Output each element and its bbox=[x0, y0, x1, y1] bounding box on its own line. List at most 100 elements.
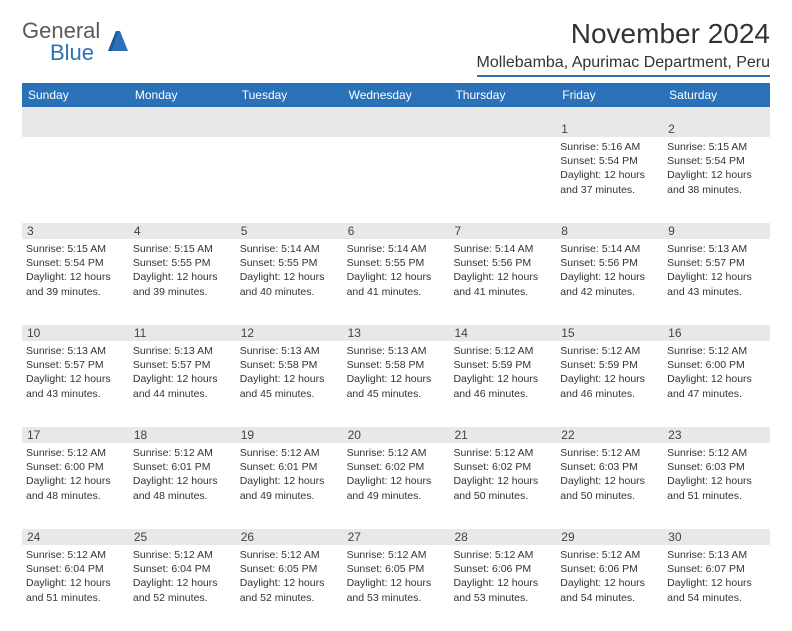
day-cell: Sunrise: 5:15 AMSunset: 5:54 PMDaylight:… bbox=[22, 239, 129, 325]
day-info: Sunrise: 5:13 AMSunset: 5:57 PMDaylight:… bbox=[26, 343, 125, 401]
logo-lighthouse-icon bbox=[106, 27, 134, 58]
day-info: Sunrise: 5:15 AMSunset: 5:54 PMDaylight:… bbox=[667, 139, 766, 197]
day-number: 21 bbox=[449, 427, 556, 443]
daylight-text: Daylight: 12 hours and 53 minutes. bbox=[453, 576, 552, 604]
sunrise-text: Sunrise: 5:13 AM bbox=[667, 548, 766, 562]
day-info: Sunrise: 5:14 AMSunset: 5:55 PMDaylight:… bbox=[240, 241, 339, 299]
day-number bbox=[129, 121, 236, 137]
day-info: Sunrise: 5:13 AMSunset: 5:58 PMDaylight:… bbox=[240, 343, 339, 401]
day-cell: Sunrise: 5:12 AMSunset: 6:00 PMDaylight:… bbox=[663, 341, 770, 427]
day-info: Sunrise: 5:12 AMSunset: 6:06 PMDaylight:… bbox=[453, 547, 552, 605]
day-cell: Sunrise: 5:13 AMSunset: 5:58 PMDaylight:… bbox=[343, 341, 450, 427]
day-number: 28 bbox=[449, 529, 556, 545]
day-info: Sunrise: 5:14 AMSunset: 5:56 PMDaylight:… bbox=[453, 241, 552, 299]
sunrise-text: Sunrise: 5:12 AM bbox=[667, 344, 766, 358]
day-cell: Sunrise: 5:14 AMSunset: 5:55 PMDaylight:… bbox=[343, 239, 450, 325]
sunset-text: Sunset: 5:57 PM bbox=[26, 358, 125, 372]
daylight-text: Daylight: 12 hours and 50 minutes. bbox=[560, 474, 659, 502]
day-number: 5 bbox=[236, 223, 343, 239]
sunset-text: Sunset: 6:00 PM bbox=[26, 460, 125, 474]
day-number: 19 bbox=[236, 427, 343, 443]
daylight-text: Daylight: 12 hours and 52 minutes. bbox=[133, 576, 232, 604]
day-info: Sunrise: 5:12 AMSunset: 6:02 PMDaylight:… bbox=[347, 445, 446, 503]
daylight-text: Daylight: 12 hours and 45 minutes. bbox=[347, 372, 446, 400]
sunset-text: Sunset: 6:03 PM bbox=[560, 460, 659, 474]
day-number: 24 bbox=[22, 529, 129, 545]
day-cell bbox=[236, 137, 343, 223]
title-block: November 2024 Mollebamba, Apurimac Depar… bbox=[477, 18, 770, 77]
daylight-text: Daylight: 12 hours and 52 minutes. bbox=[240, 576, 339, 604]
day-info: Sunrise: 5:12 AMSunset: 6:00 PMDaylight:… bbox=[26, 445, 125, 503]
sunset-text: Sunset: 5:54 PM bbox=[26, 256, 125, 270]
sunset-text: Sunset: 6:01 PM bbox=[240, 460, 339, 474]
week-row: Sunrise: 5:15 AMSunset: 5:54 PMDaylight:… bbox=[22, 239, 770, 325]
sunrise-text: Sunrise: 5:12 AM bbox=[453, 446, 552, 460]
day-cell bbox=[129, 137, 236, 223]
sunrise-text: Sunrise: 5:12 AM bbox=[453, 344, 552, 358]
day-cell: Sunrise: 5:14 AMSunset: 5:56 PMDaylight:… bbox=[449, 239, 556, 325]
day-number: 6 bbox=[343, 223, 450, 239]
weekday-header: Tuesday bbox=[236, 83, 343, 107]
daylight-text: Daylight: 12 hours and 54 minutes. bbox=[667, 576, 766, 604]
daylight-text: Daylight: 12 hours and 49 minutes. bbox=[240, 474, 339, 502]
sunrise-text: Sunrise: 5:12 AM bbox=[240, 446, 339, 460]
sunrise-text: Sunrise: 5:14 AM bbox=[347, 242, 446, 256]
sunrise-text: Sunrise: 5:15 AM bbox=[26, 242, 125, 256]
daylight-text: Daylight: 12 hours and 39 minutes. bbox=[26, 270, 125, 298]
day-number: 4 bbox=[129, 223, 236, 239]
sunrise-text: Sunrise: 5:13 AM bbox=[133, 344, 232, 358]
day-info: Sunrise: 5:12 AMSunset: 5:59 PMDaylight:… bbox=[560, 343, 659, 401]
sunset-text: Sunset: 6:07 PM bbox=[667, 562, 766, 576]
day-cell: Sunrise: 5:13 AMSunset: 5:57 PMDaylight:… bbox=[663, 239, 770, 325]
day-cell: Sunrise: 5:13 AMSunset: 5:57 PMDaylight:… bbox=[22, 341, 129, 427]
day-number-row: 24252627282930 bbox=[22, 529, 770, 545]
day-number: 26 bbox=[236, 529, 343, 545]
sunset-text: Sunset: 5:56 PM bbox=[560, 256, 659, 270]
daylight-text: Daylight: 12 hours and 51 minutes. bbox=[667, 474, 766, 502]
sunset-text: Sunset: 5:59 PM bbox=[453, 358, 552, 372]
day-cell bbox=[449, 137, 556, 223]
day-number: 18 bbox=[129, 427, 236, 443]
day-info: Sunrise: 5:15 AMSunset: 5:54 PMDaylight:… bbox=[26, 241, 125, 299]
weekday-header: Thursday bbox=[449, 83, 556, 107]
day-info: Sunrise: 5:12 AMSunset: 6:04 PMDaylight:… bbox=[133, 547, 232, 605]
weekday-header-row: Sunday Monday Tuesday Wednesday Thursday… bbox=[22, 83, 770, 107]
sunrise-text: Sunrise: 5:12 AM bbox=[560, 548, 659, 562]
weekday-header: Saturday bbox=[663, 83, 770, 107]
sunset-text: Sunset: 5:57 PM bbox=[667, 256, 766, 270]
day-cell: Sunrise: 5:12 AMSunset: 6:02 PMDaylight:… bbox=[449, 443, 556, 529]
daylight-text: Daylight: 12 hours and 50 minutes. bbox=[453, 474, 552, 502]
day-cell: Sunrise: 5:15 AMSunset: 5:55 PMDaylight:… bbox=[129, 239, 236, 325]
day-cell: Sunrise: 5:12 AMSunset: 6:02 PMDaylight:… bbox=[343, 443, 450, 529]
daylight-text: Daylight: 12 hours and 51 minutes. bbox=[26, 576, 125, 604]
day-number bbox=[343, 121, 450, 137]
sunrise-text: Sunrise: 5:14 AM bbox=[240, 242, 339, 256]
sunset-text: Sunset: 6:00 PM bbox=[667, 358, 766, 372]
sunset-text: Sunset: 6:05 PM bbox=[240, 562, 339, 576]
day-cell: Sunrise: 5:12 AMSunset: 6:01 PMDaylight:… bbox=[129, 443, 236, 529]
day-number: 17 bbox=[22, 427, 129, 443]
day-cell: Sunrise: 5:12 AMSunset: 6:06 PMDaylight:… bbox=[556, 545, 663, 631]
sunset-text: Sunset: 6:06 PM bbox=[560, 562, 659, 576]
daylight-text: Daylight: 12 hours and 54 minutes. bbox=[560, 576, 659, 604]
day-cell bbox=[343, 137, 450, 223]
daylight-text: Daylight: 12 hours and 42 minutes. bbox=[560, 270, 659, 298]
weekday-header: Wednesday bbox=[343, 83, 450, 107]
sunrise-text: Sunrise: 5:15 AM bbox=[133, 242, 232, 256]
sunrise-text: Sunrise: 5:12 AM bbox=[240, 548, 339, 562]
sunrise-text: Sunrise: 5:14 AM bbox=[560, 242, 659, 256]
sunrise-text: Sunrise: 5:12 AM bbox=[560, 344, 659, 358]
day-info: Sunrise: 5:12 AMSunset: 6:03 PMDaylight:… bbox=[667, 445, 766, 503]
day-cell: Sunrise: 5:12 AMSunset: 6:04 PMDaylight:… bbox=[22, 545, 129, 631]
location: Mollebamba, Apurimac Department, Peru bbox=[477, 54, 770, 77]
day-cell: Sunrise: 5:14 AMSunset: 5:56 PMDaylight:… bbox=[556, 239, 663, 325]
day-info: Sunrise: 5:16 AMSunset: 5:54 PMDaylight:… bbox=[560, 139, 659, 197]
day-number: 15 bbox=[556, 325, 663, 341]
day-info: Sunrise: 5:12 AMSunset: 6:06 PMDaylight:… bbox=[560, 547, 659, 605]
day-number: 14 bbox=[449, 325, 556, 341]
sunset-text: Sunset: 5:55 PM bbox=[240, 256, 339, 270]
day-number: 13 bbox=[343, 325, 450, 341]
day-info: Sunrise: 5:12 AMSunset: 6:05 PMDaylight:… bbox=[240, 547, 339, 605]
calendar: Sunday Monday Tuesday Wednesday Thursday… bbox=[22, 83, 770, 631]
day-cell: Sunrise: 5:12 AMSunset: 6:00 PMDaylight:… bbox=[22, 443, 129, 529]
